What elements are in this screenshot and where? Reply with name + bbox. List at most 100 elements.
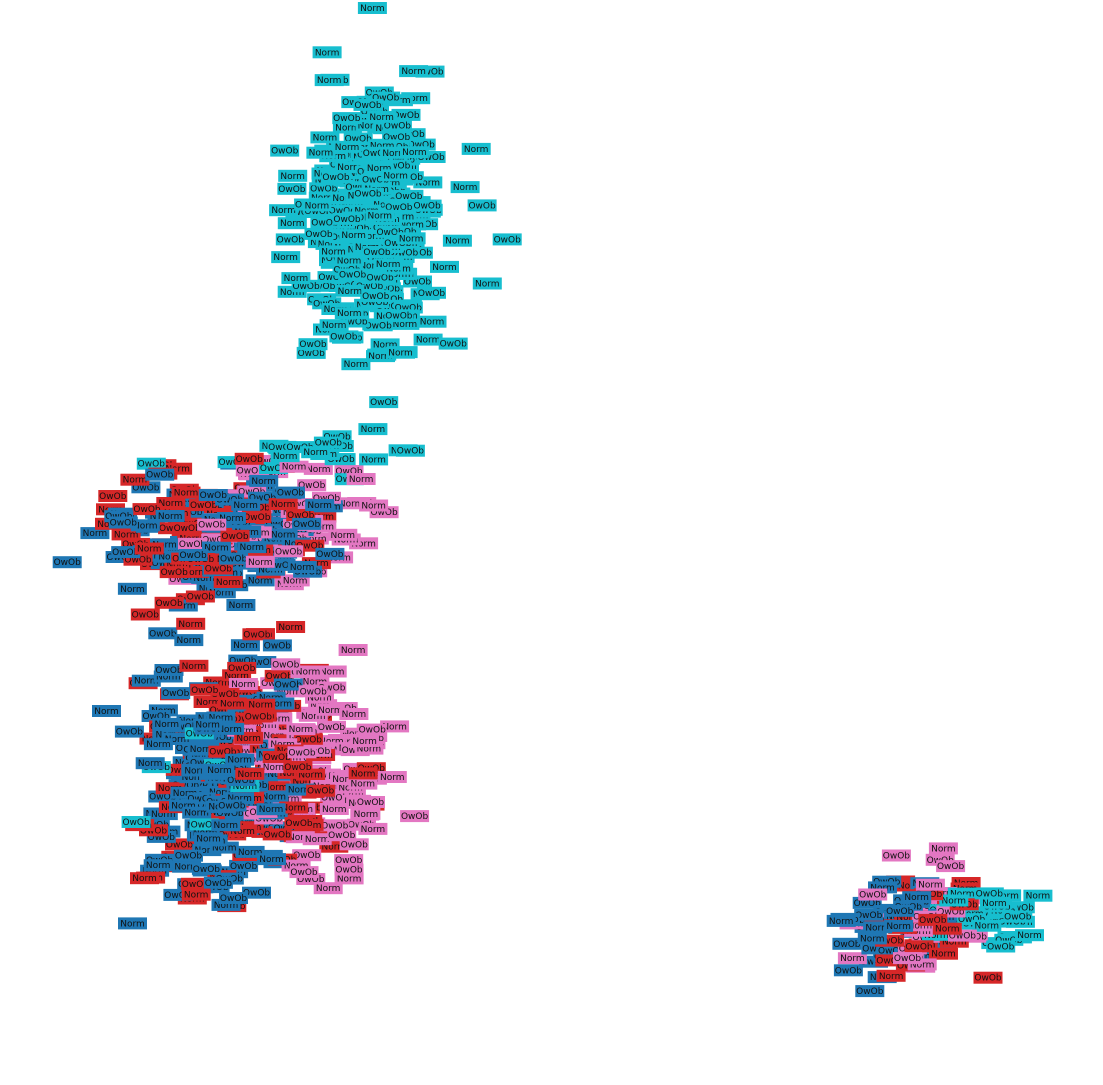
scatter-point: Norm xyxy=(381,169,411,182)
point-label: OwOb xyxy=(468,201,496,211)
point-label: Norm xyxy=(207,766,232,776)
point-label: OwOb xyxy=(976,889,1004,899)
point-marker xyxy=(833,964,863,977)
scatter-point: Norm xyxy=(314,74,344,87)
point-label: OwOb xyxy=(264,753,292,763)
point-label: OwOb xyxy=(974,974,1002,984)
point-label: Norm xyxy=(339,499,364,509)
point-label: Norm xyxy=(338,287,363,297)
point-label: OwOb xyxy=(230,862,258,872)
point-label: OwOb xyxy=(272,660,300,670)
scatter-point: Norm xyxy=(317,665,347,678)
point-label: OwOb xyxy=(418,289,446,299)
point-label: Norm xyxy=(178,620,203,630)
point-label: OwOb xyxy=(307,787,335,797)
point-label: OwOb xyxy=(172,781,200,791)
point-label: OwOb xyxy=(187,593,215,603)
scatter-point: OwOb xyxy=(178,549,208,561)
point-marker xyxy=(358,423,388,436)
scatter-point: Norm xyxy=(301,446,331,459)
scatter-point: Norm xyxy=(303,462,333,475)
point-marker xyxy=(492,233,522,246)
scatter-point: Norm xyxy=(1015,929,1044,942)
scatter-point: OwOb xyxy=(98,490,128,502)
scatter-point: OwOb xyxy=(315,547,345,560)
point-label: Norm xyxy=(244,755,269,765)
point-label: OwOb xyxy=(218,802,246,812)
point-label: OwOb xyxy=(248,658,276,668)
point-label: OwOb xyxy=(318,723,346,733)
scatter-point: Norm xyxy=(346,473,376,485)
point-label: Norm xyxy=(236,734,261,744)
point-label: OwOb xyxy=(228,664,256,674)
point-label: Norm xyxy=(341,231,366,241)
point-label: Norm xyxy=(248,701,273,711)
point-label: Norm xyxy=(445,237,470,247)
point-label: OwOb xyxy=(198,521,226,531)
point-marker xyxy=(131,674,161,687)
scatter-point: Norm xyxy=(286,723,316,736)
point-label: Norm xyxy=(282,463,307,473)
point-label: OwOb xyxy=(268,443,296,453)
scatter-point: Norm xyxy=(430,260,459,273)
point-label: OwOb xyxy=(894,954,922,964)
point-label: OwOb xyxy=(132,483,160,493)
scatter-point: Norm xyxy=(332,140,362,153)
point-label: OwOb xyxy=(221,532,249,542)
point-label: OwOb xyxy=(330,332,358,342)
point-label: Norm xyxy=(289,725,314,735)
point-label: Norm xyxy=(158,784,183,794)
point-marker xyxy=(313,882,343,895)
point-label: Norm xyxy=(399,234,424,244)
scatter-point: Norm xyxy=(245,555,275,568)
point-label: Norm xyxy=(94,707,119,717)
scatter-point: OwOb xyxy=(121,816,151,828)
point-label: OwOb xyxy=(175,852,203,862)
point-label: OwOb xyxy=(278,185,306,195)
point-label: Norm xyxy=(233,501,258,511)
scatter-point: Norm xyxy=(111,528,141,541)
scatter-point: Norm xyxy=(884,919,914,932)
scatter-point: Norm xyxy=(279,460,309,473)
point-label: Norm xyxy=(935,925,960,935)
scatter-point: Norm xyxy=(270,450,300,463)
point-label: Norm xyxy=(313,133,338,143)
point-label: Norm xyxy=(420,318,445,328)
scatter-point: OwOb xyxy=(154,596,184,609)
point-label: Norm xyxy=(879,972,904,982)
point-marker xyxy=(380,720,410,733)
point-label: Norm xyxy=(368,212,393,222)
point-label: OwOb xyxy=(297,875,325,885)
point-label: OwOb xyxy=(987,943,1015,953)
point-label: OwOb xyxy=(205,565,233,575)
scatter-point: Norm xyxy=(120,473,150,486)
scatter-point: OwOb xyxy=(298,685,328,698)
point-label: OwOb xyxy=(384,122,412,132)
point-label: OwOb xyxy=(275,681,303,691)
point-marker xyxy=(114,725,144,738)
scatter-point: OwOb xyxy=(317,720,346,733)
point-label: Norm xyxy=(416,178,441,188)
scatter-point: Norm xyxy=(334,307,364,320)
point-marker xyxy=(229,859,259,872)
point-marker xyxy=(271,251,301,264)
point-label: Norm xyxy=(259,805,284,815)
scatter-point: OwOb xyxy=(235,464,265,477)
scatter-point: Norm xyxy=(174,634,204,647)
point-label: Norm xyxy=(271,206,296,216)
point-label: Norm xyxy=(321,247,346,257)
scatter-point: Norm xyxy=(171,486,201,499)
scatter-point: OwOb xyxy=(234,452,264,465)
point-label: OwOb xyxy=(264,641,292,651)
point-label: Norm xyxy=(284,274,309,284)
point-label: Norm xyxy=(293,777,318,787)
point-label: OwOb xyxy=(333,114,361,124)
point-label: OwOb xyxy=(243,630,271,640)
scatter-point: Norm xyxy=(152,717,182,730)
point-label: Norm xyxy=(306,465,331,475)
point-label: Norm xyxy=(158,512,183,522)
point-label: OwOb xyxy=(395,192,423,202)
scatter-point: OwOb xyxy=(858,888,888,901)
point-label: OwOb xyxy=(132,611,160,621)
scatter-point: Norm xyxy=(246,698,276,711)
